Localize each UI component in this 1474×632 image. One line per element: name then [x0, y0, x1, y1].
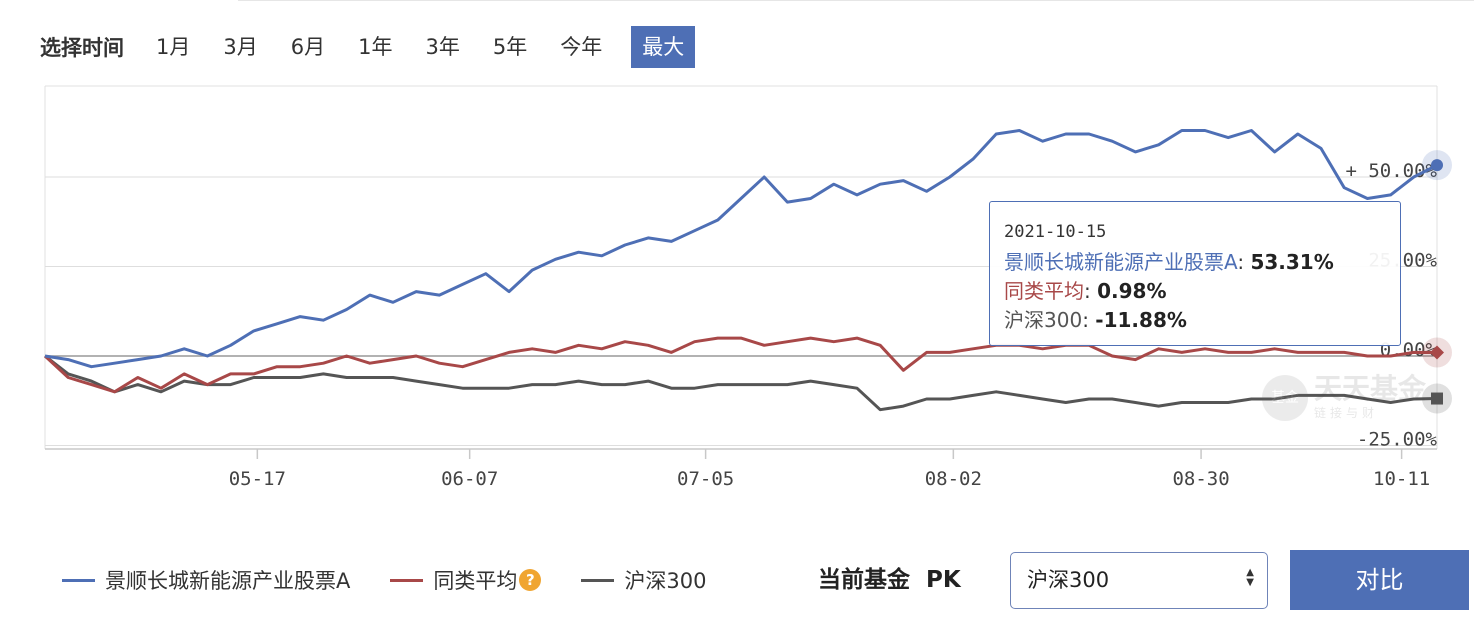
range-5y-button[interactable]: 5年 [492, 35, 528, 59]
legend-item-index[interactable]: 沪深300 [581, 565, 706, 595]
tooltip-category-value: 0.98% [1097, 279, 1167, 303]
series-marker-category [1430, 345, 1444, 360]
range-max-button[interactable]: 最大 [631, 26, 696, 68]
watermark-badge: 基金 [1262, 374, 1308, 421]
legend-item-fund[interactable]: 景顺长城新能源产业股票A [62, 565, 350, 595]
range-6m-button[interactable]: 6月 [290, 35, 326, 59]
tooltip-row-category: 同类平均: 0.98% [1004, 279, 1167, 303]
range-3m-button[interactable]: 3月 [223, 35, 258, 59]
legend-item-category[interactable]: 同类平均 ? [390, 565, 542, 595]
series-line-fund [44, 129, 1438, 369]
range-1y-button[interactable]: 1年 [358, 35, 393, 59]
top-border [238, 0, 1474, 5]
watermark-text: 天天基金 [1314, 372, 1427, 405]
legend-label-index: 沪深300 [624, 569, 707, 593]
tooltip-fund-name: 景顺长城新能源产业股票A [1004, 250, 1238, 274]
range-selector: 选择时间 1月 3月 6月 1年 3年 5年 今年 最大 [40, 26, 708, 68]
range-1m-button[interactable]: 1月 [156, 35, 191, 59]
pk-current-fund-label: 当前基金 [818, 567, 910, 593]
x-tick-label: 06-07 [441, 468, 498, 490]
y-tick-label: -25.00% [1357, 429, 1438, 451]
series-line-category [43, 336, 1438, 394]
tooltip-row-fund: 景顺长城新能源产业股票A: 53.31% [1004, 250, 1334, 274]
legend-label-fund: 景顺长城新能源产业股票A [105, 569, 351, 593]
pk-compare-select[interactable]: 沪深300 ▲ ▼ [1010, 552, 1268, 609]
x-tick-label: 10-11 [1373, 468, 1430, 490]
tooltip-row-index: 沪深300: -11.88% [1004, 308, 1187, 332]
range-title: 选择时间 [40, 36, 124, 60]
series-marker-index [1431, 392, 1443, 405]
tooltip-fund-value: 53.31% [1250, 250, 1334, 274]
legend-swatch-fund [62, 578, 95, 582]
range-ytd-button[interactable]: 今年 [560, 35, 603, 59]
legend-swatch-index [581, 578, 615, 582]
question-icon[interactable]: ? [519, 569, 542, 591]
select-arrows-icon: ▲ ▼ [1246, 567, 1254, 588]
watermark-sub: 链接与财 [1314, 406, 1379, 420]
x-tick-label: 05-17 [229, 468, 286, 490]
compare-button[interactable]: 对比 [1290, 550, 1469, 610]
watermark: 基金 天天基金 链接与财 [1262, 374, 1426, 421]
chart-tooltip: 2021-10-15 景顺长城新能源产业股票A: 53.31% 同类平均: 0.… [989, 201, 1401, 346]
range-3y-button[interactable]: 3年 [425, 35, 460, 59]
series-marker-fund [1431, 159, 1443, 172]
tooltip-date: 2021-10-15 [1004, 222, 1107, 242]
x-tick-label: 07-05 [677, 468, 734, 490]
legend-label-category: 同类平均 [433, 569, 518, 593]
legend-swatch-category [390, 578, 424, 582]
tooltip-index-value: -11.88% [1095, 308, 1187, 332]
x-tick-label: 08-02 [925, 468, 982, 490]
chart-legend: 景顺长城新能源产业股票A 同类平均 ? 沪深300 [62, 562, 746, 598]
pk-selected-value: 沪深300 [1027, 568, 1110, 592]
pk-vs-label: PK [926, 567, 961, 593]
pk-label: 当前基金 PK [818, 562, 961, 598]
x-tick-label: 08-30 [1172, 468, 1229, 490]
tooltip-index-name: 沪深300 [1004, 308, 1083, 332]
tooltip-category-name: 同类平均 [1004, 279, 1084, 303]
series-line-index [44, 354, 1438, 412]
